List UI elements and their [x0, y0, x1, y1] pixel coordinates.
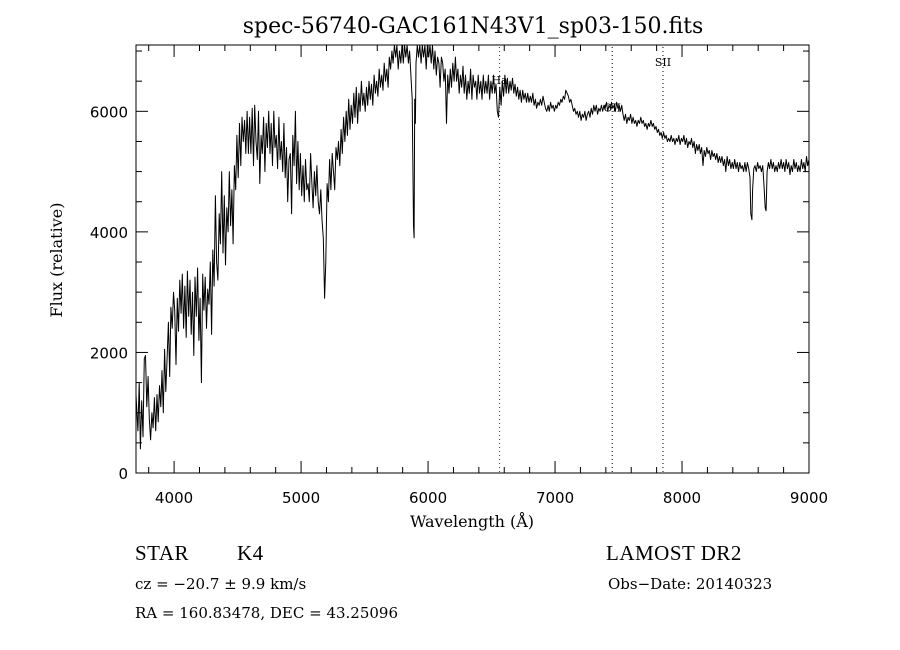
y-tick-label: 6000 [90, 103, 128, 121]
redshift-cz: cz = −20.7 ± 9.9 km/s [135, 575, 307, 593]
coordinates: RA = 160.83478, DEC = 43.25096 [135, 604, 399, 622]
axis-ticks [136, 45, 810, 474]
object-subclass: K4 [237, 541, 264, 565]
x-tick-labels: 4000 5000 6000 7000 8000 9000 [155, 489, 828, 507]
x-tick-label: 4000 [155, 489, 193, 507]
y-tick-label: 4000 [90, 224, 128, 242]
object-class: STAR [135, 541, 189, 565]
y-tick-label: 2000 [90, 344, 128, 362]
x-tick-label: 7000 [536, 489, 574, 507]
y-axis-label: Flux (relative) [47, 203, 66, 318]
plot-frame [135, 44, 810, 474]
chart-title: spec-56740-GAC161N43V1_sp03-150.fits [243, 14, 704, 39]
x-axis-label: Wavelength (Å) [410, 511, 534, 531]
x-tick-label: 9000 [790, 489, 828, 507]
spectral-line-label: SII [655, 56, 671, 69]
x-tick-label: 8000 [663, 489, 701, 507]
spectrum-flux-line [135, 44, 810, 450]
x-tick-label: 6000 [409, 489, 447, 507]
x-tick-label: 5000 [282, 489, 320, 507]
y-tick-labels: 0 2000 4000 6000 [90, 103, 128, 483]
survey-name: LAMOST DR2 [606, 541, 742, 565]
observation-date: Obs−Date: 20140323 [608, 575, 773, 593]
y-tick-label: 0 [118, 465, 128, 483]
series-layer [135, 44, 810, 450]
